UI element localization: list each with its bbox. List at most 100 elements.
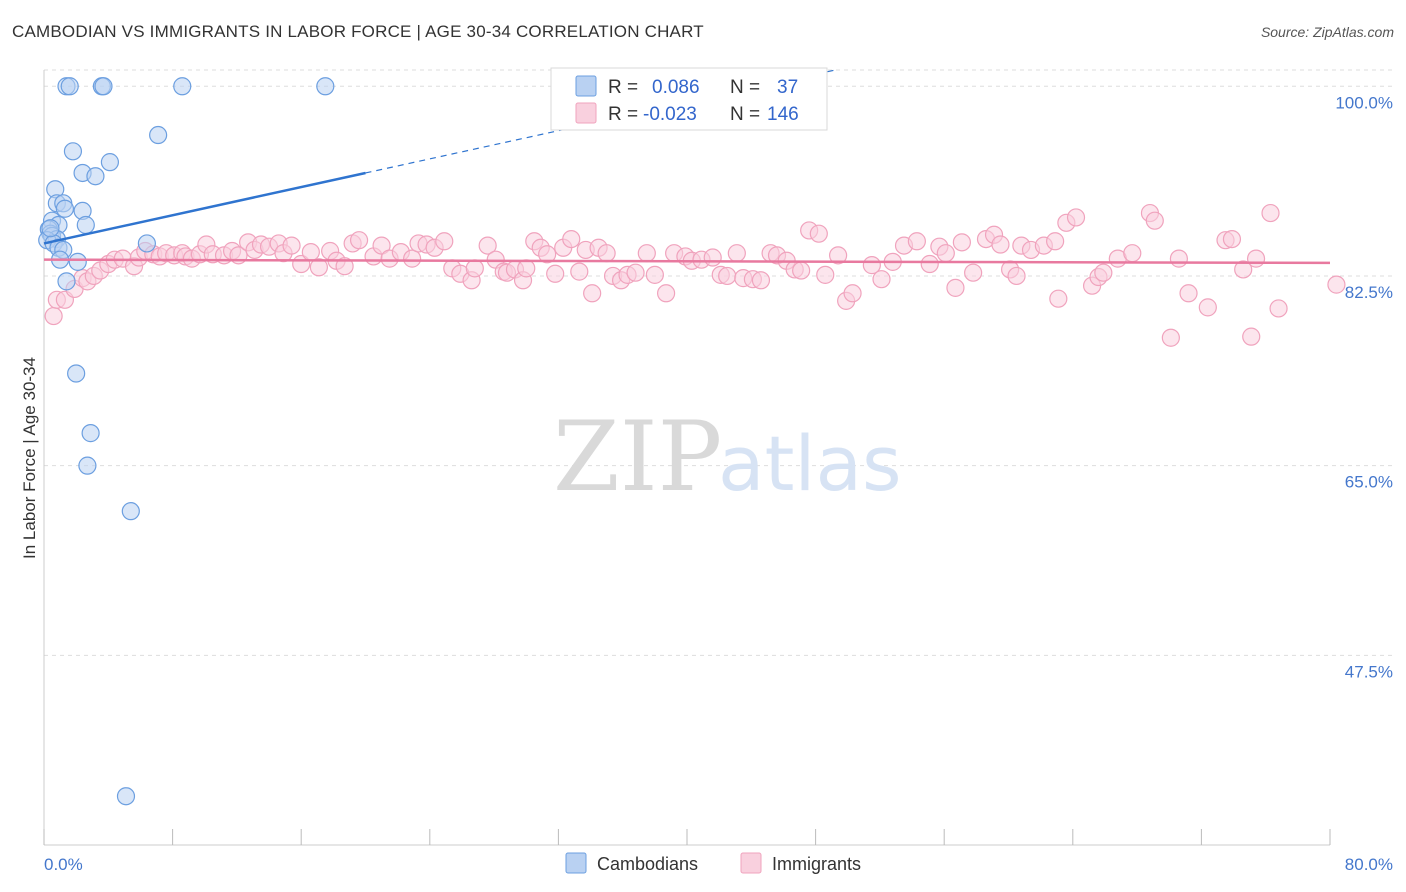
immigrant-point-33 (282, 236, 301, 255)
immigrant-point-87 (727, 244, 746, 263)
y-tick-label-1: 65.0% (1345, 473, 1393, 492)
immigrant-point-138 (1242, 327, 1261, 346)
immigrants-series (44, 203, 1346, 347)
x-tick-labels: 0.0% 80.0% (44, 855, 1393, 874)
cambodians-series (38, 77, 335, 806)
immigrant-point-64 (538, 245, 557, 264)
x-tick-label-1: 80.0% (1345, 855, 1393, 874)
legend-r-value-2: -0.023 (643, 104, 697, 125)
cambodian-point-18 (76, 215, 95, 235)
bottom-legend-label-immigrants: Immigrants (772, 854, 861, 874)
bottom-legend-swatch-cambodians (565, 852, 587, 874)
immigrant-point-111 (952, 233, 971, 252)
legend-n-value-2: 146 (767, 104, 799, 125)
cambodian-point-3 (94, 77, 113, 96)
immigrant-point-61 (517, 259, 536, 278)
immigrant-point-72 (597, 244, 616, 263)
immigrant-point-109 (936, 244, 955, 263)
cambodian-point-7 (63, 142, 83, 161)
immigrant-point-140 (1261, 203, 1280, 223)
immigrant-point-76 (626, 263, 645, 282)
immigrant-point-86 (718, 266, 737, 286)
immigrant-point-141 (1269, 299, 1288, 318)
legend-r-label-1: R = (608, 77, 638, 98)
legend-r-value-1: 0.086 (652, 77, 700, 98)
immigrant-point-43 (372, 236, 391, 255)
bottom-legend-label-cambodians: Cambodians (597, 854, 698, 874)
immigrant-point-70 (583, 284, 602, 303)
legend-swatch-cambodians (575, 75, 597, 97)
immigrant-point-139 (1246, 249, 1266, 268)
immigrant-point-103 (872, 270, 891, 289)
gridlines (44, 69, 1395, 656)
immigrant-point-65 (546, 264, 565, 283)
immigrant-point-115 (991, 235, 1010, 254)
cambodian-point-5 (316, 77, 335, 96)
cambodian-point-1 (60, 77, 79, 96)
cambodian-point-8 (100, 153, 120, 172)
immigrant-point-77 (637, 244, 656, 263)
immigrant-point-98 (816, 265, 835, 284)
cambodian-point-32 (81, 424, 100, 443)
axes (43, 70, 1331, 846)
legend-swatch-immigrants (575, 102, 597, 124)
legend-n-value-1: 37 (777, 77, 798, 98)
cambodian-point-34 (121, 502, 140, 521)
immigrant-point-121 (1046, 232, 1065, 251)
bottom-legend: Cambodians Immigrants (565, 852, 861, 874)
immigrant-point-110 (946, 278, 965, 297)
immigrant-point-41 (349, 231, 369, 250)
legend-r-label-2: R = (608, 104, 638, 125)
cambodian-point-29 (68, 252, 87, 271)
immigrant-point-106 (907, 232, 926, 251)
immigrant-point-78 (645, 265, 664, 284)
immigrant-point-39 (335, 257, 354, 276)
immigrant-point-129 (1123, 244, 1142, 263)
immigrant-point-131 (1145, 211, 1164, 230)
immigrant-point-36 (309, 258, 328, 277)
immigrant-point-124 (1066, 208, 1086, 227)
y-tick-label-3: 100.0% (1335, 93, 1393, 112)
y-tick-labels: 47.5% 65.0% 82.5% 100.0% (1335, 93, 1393, 681)
immigrant-point-50 (435, 232, 454, 251)
cambodian-point-30 (57, 272, 76, 291)
immigrant-point-142 (1327, 275, 1346, 294)
immigrant-point-127 (1094, 263, 1113, 282)
immigrant-point-68 (570, 262, 589, 281)
x-tick-label-0: 0.0% (44, 855, 83, 874)
cambodian-point-4 (173, 77, 192, 96)
immigrant-point-55 (478, 236, 497, 255)
immigrant-trend-line (43, 258, 1331, 265)
cambodian-point-6 (149, 125, 168, 145)
legend-n-label-1: N = (730, 77, 760, 98)
immigrant-point-101 (843, 284, 862, 303)
immigrant-point-107 (920, 254, 939, 274)
immigrant-point-112 (964, 263, 983, 282)
legend-n-label-2: N = (730, 104, 760, 125)
immigrant-point-99 (829, 246, 848, 265)
immigrant-point-79 (657, 284, 676, 303)
immigrant-point-137 (1234, 260, 1253, 279)
immigrant-point-95 (792, 261, 811, 280)
immigrant-point-84 (703, 248, 722, 267)
cambodian-point-31 (67, 364, 86, 383)
immigrant-point-54 (465, 259, 484, 278)
immigrant-point-134 (1161, 328, 1180, 347)
y-tick-label-0: 47.5% (1345, 662, 1393, 681)
legend-box: R = 0.086 N = 37 R = -0.023 N = 146 (550, 67, 828, 131)
chart-title: CAMBODIAN VS IMMIGRANTS IN LABOR FORCE |… (12, 22, 704, 41)
watermark-atlas: atlas (718, 419, 902, 508)
cambodian-point-10 (86, 167, 105, 186)
immigrant-point-135 (1198, 298, 1217, 317)
watermark: ZIP atlas (553, 401, 902, 513)
immigrant-point-132 (1169, 249, 1188, 268)
cambodian-point-36 (41, 219, 60, 238)
y-tick-label-2: 82.5% (1345, 283, 1393, 302)
source-credit: Source: ZipAtlas.com (1260, 24, 1394, 40)
cambodian-point-14 (55, 199, 74, 218)
cambodian-trend-line (43, 171, 366, 245)
cambodian-point-25 (137, 234, 156, 253)
immigrant-point-0 (44, 306, 63, 326)
y-axis-label: In Labor Force | Age 30-34 (20, 357, 39, 559)
